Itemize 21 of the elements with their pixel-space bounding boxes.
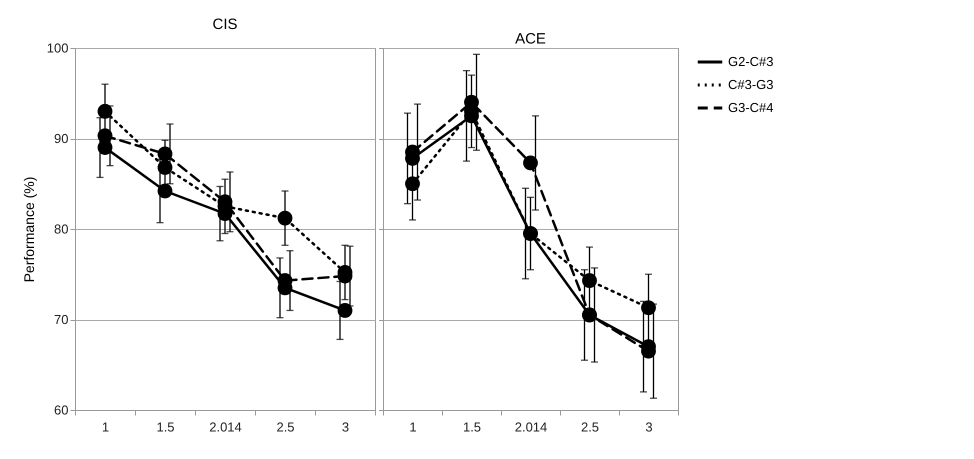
y-axis-title: Performance (%) [20, 176, 37, 282]
x-tick-label: 2.5 [580, 420, 600, 434]
y-tick-label: 60 [54, 402, 68, 418]
x-tick-label: 2.5 [276, 420, 295, 434]
x-tick-label: 2.014 [514, 420, 548, 434]
x-tick-label: 1.5 [462, 420, 482, 434]
legend-label: C#3-G3 [728, 77, 774, 92]
y-tick-label: 80 [54, 222, 68, 236]
x-tick-label: 1.5 [156, 420, 175, 434]
chart-title: CIS [212, 16, 238, 33]
x-tick-label: 3 [342, 420, 350, 434]
y-tick-label: 100 [46, 40, 68, 56]
legend-label: G3-C#4 [728, 100, 774, 115]
legend-label: G2-C#3 [728, 54, 774, 69]
chart-title: ACE [515, 30, 546, 48]
x-tick-label: 2.014 [209, 420, 242, 434]
x-tick-label: 1 [102, 420, 110, 434]
y-tick-label: 70 [54, 312, 68, 327]
x-tick-label: 3 [645, 420, 653, 434]
y-tick-label: 90 [54, 131, 68, 146]
x-tick-label: 1 [409, 420, 417, 434]
